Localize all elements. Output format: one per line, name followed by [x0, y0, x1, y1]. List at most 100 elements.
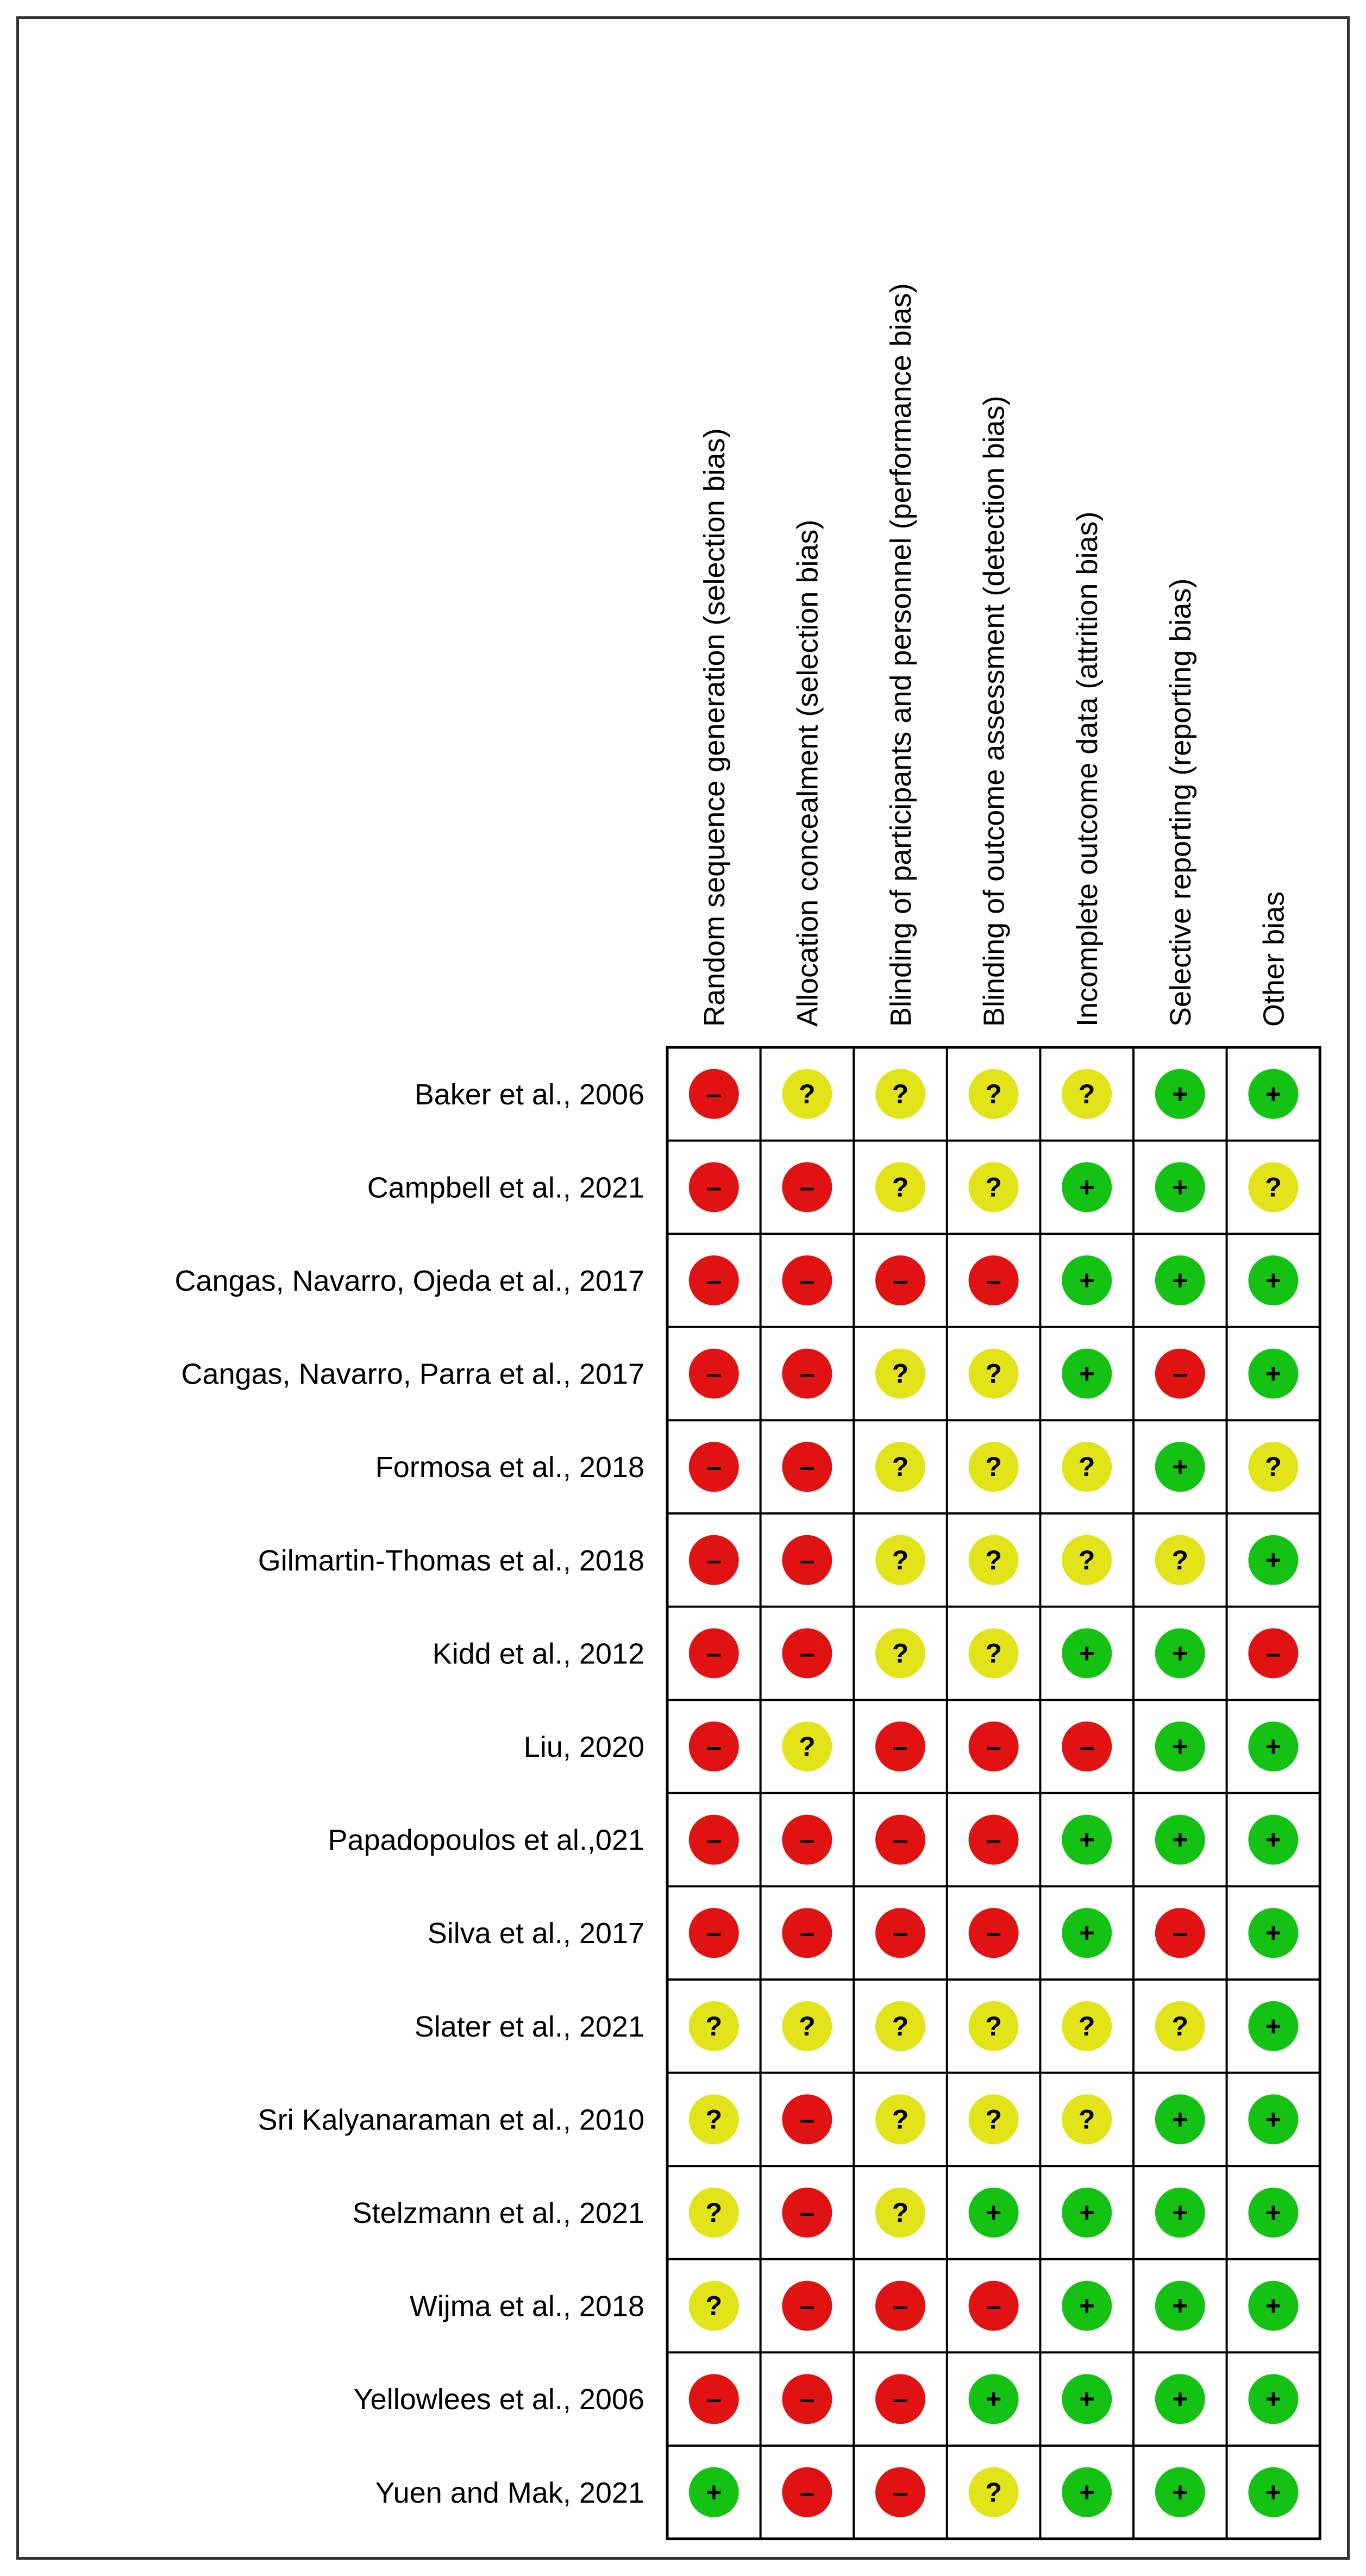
rating-low-icon: +	[1062, 2280, 1112, 2331]
rating-dot	[968, 1069, 1019, 1119]
rating-symbol: +	[1265, 1731, 1281, 1762]
rating-unclear-icon: ?	[1062, 1535, 1112, 1585]
rating-dot	[782, 1348, 832, 1399]
rating-high-icon: –	[688, 1255, 739, 1305]
rating-unclear-icon: ?	[875, 1162, 925, 1212]
grid	[666, 1046, 1321, 2541]
rating-symbol: ?	[985, 1079, 1002, 1109]
rating-unclear-icon: ?	[968, 2094, 1019, 2145]
rating-high-icon: –	[968, 1908, 1019, 1958]
rating-dot	[688, 1535, 739, 1585]
rating-high-icon: –	[782, 1255, 832, 1305]
rating-unclear-icon: ?	[968, 2001, 1019, 2051]
rating-symbol: –	[799, 1359, 814, 1389]
rating-high-icon: –	[782, 1442, 832, 1492]
rating-dot	[782, 1721, 832, 1771]
rating-symbol: ?	[892, 2197, 909, 2228]
rating-unclear-icon: ?	[968, 1442, 1019, 1492]
rating-dot	[968, 1814, 1019, 1865]
rating-unclear-icon: ?	[875, 1628, 925, 1679]
rating-low-icon: +	[1062, 1908, 1112, 1958]
rating-symbol: –	[1173, 1359, 1188, 1389]
rating-dot	[782, 1908, 832, 1958]
rating-symbol: +	[1172, 1265, 1188, 1296]
rating-dot	[1155, 1814, 1205, 1865]
rating-dot	[875, 2188, 925, 2238]
rating-dot	[782, 1628, 832, 1679]
rating-symbol: +	[1079, 1638, 1095, 1668]
rating-symbol: ?	[706, 2011, 723, 2041]
rating-dot	[782, 2094, 832, 2145]
rating-symbol: +	[1172, 1452, 1188, 1482]
rating-dot	[875, 2374, 925, 2424]
study-label: Yellowlees et al., 2006	[354, 2383, 644, 2416]
rating-low-icon: +	[1155, 1628, 1205, 1679]
rating-dot	[1155, 1255, 1205, 1305]
rating-symbol: +	[1265, 2197, 1281, 2228]
rating-dot	[1155, 1908, 1205, 1958]
rating-dot	[1248, 1348, 1299, 1399]
rating-low-icon: +	[1155, 1442, 1205, 1492]
rating-symbol: –	[1265, 1638, 1281, 1668]
rating-symbol: ?	[985, 2104, 1002, 2134]
rating-dot	[688, 1255, 739, 1305]
rating-dot	[1062, 1255, 1112, 1305]
rating-dot	[875, 1348, 925, 1399]
rating-dot	[1248, 2094, 1299, 2145]
rating-dot	[782, 2188, 832, 2238]
rating-dot	[875, 1814, 925, 1865]
rating-symbol: –	[799, 1638, 814, 1668]
rating-unclear-icon: ?	[1155, 2001, 1205, 2051]
rating-symbol: –	[799, 2384, 814, 2414]
rating-unclear-icon: ?	[875, 1069, 925, 1119]
rating-dot	[1248, 1721, 1299, 1771]
rating-dot	[875, 1442, 925, 1492]
domain-label: Blinding of outcome assessment (detectio…	[978, 395, 1011, 1027]
rating-symbol: +	[986, 2197, 1001, 2228]
rating-dot	[875, 1162, 925, 1212]
rating-unclear-icon: ?	[968, 1348, 1019, 1399]
rating-high-icon: –	[688, 1535, 739, 1585]
rating-symbol: ?	[985, 2011, 1002, 2041]
rating-symbol: –	[799, 1918, 814, 1948]
rating-high-icon: –	[875, 2374, 925, 2424]
rating-dot	[782, 2374, 832, 2424]
study-label: Silva et al., 2017	[428, 1917, 644, 1950]
rating-high-icon: –	[688, 2374, 739, 2424]
rating-dot	[1155, 2467, 1205, 2517]
rating-symbol: +	[1079, 1265, 1095, 1296]
rating-symbol: ?	[892, 1452, 909, 1482]
rating-symbol: ?	[892, 1638, 909, 1668]
rating-symbol: –	[986, 2291, 1001, 2321]
study-label: Gilmartin-Thomas et al., 2018	[258, 1544, 644, 1577]
rating-symbol: ?	[706, 2197, 723, 2228]
rating-symbol: ?	[1079, 2011, 1095, 2041]
rating-unclear-icon: ?	[875, 1535, 925, 1585]
rating-symbol: +	[1079, 1918, 1095, 1948]
rating-dot	[782, 2280, 832, 2331]
rating-dot	[968, 2374, 1019, 2424]
study-label: Yuen and Mak, 2021	[375, 2477, 644, 2509]
rating-symbol: –	[799, 1825, 814, 1855]
rating-dot	[875, 2001, 925, 2051]
rating-high-icon: –	[968, 1814, 1019, 1865]
rating-high-icon: –	[782, 1628, 832, 1679]
rating-symbol: ?	[985, 2477, 1002, 2508]
rating-unclear-icon: ?	[1248, 1162, 1299, 1212]
rating-symbol: +	[1265, 1545, 1281, 1575]
rating-symbol: ?	[799, 1079, 816, 1109]
rating-symbol: +	[1265, 1079, 1281, 1109]
rating-dot	[1062, 2001, 1112, 2051]
rating-high-icon: –	[875, 1814, 925, 1865]
rating-high-icon: –	[875, 2280, 925, 2331]
rating-symbol: –	[986, 1918, 1001, 1948]
domain-label: Allocation concealment (selection bias)	[791, 520, 824, 1027]
rating-low-icon: +	[1248, 2280, 1299, 2331]
rating-dot	[1062, 1442, 1112, 1492]
rating-symbol: +	[1172, 2291, 1188, 2321]
rating-dot	[1155, 2280, 1205, 2331]
rating-symbol: –	[893, 2384, 908, 2414]
rating-low-icon: +	[1155, 1069, 1205, 1119]
rating-symbol: –	[799, 1265, 814, 1296]
